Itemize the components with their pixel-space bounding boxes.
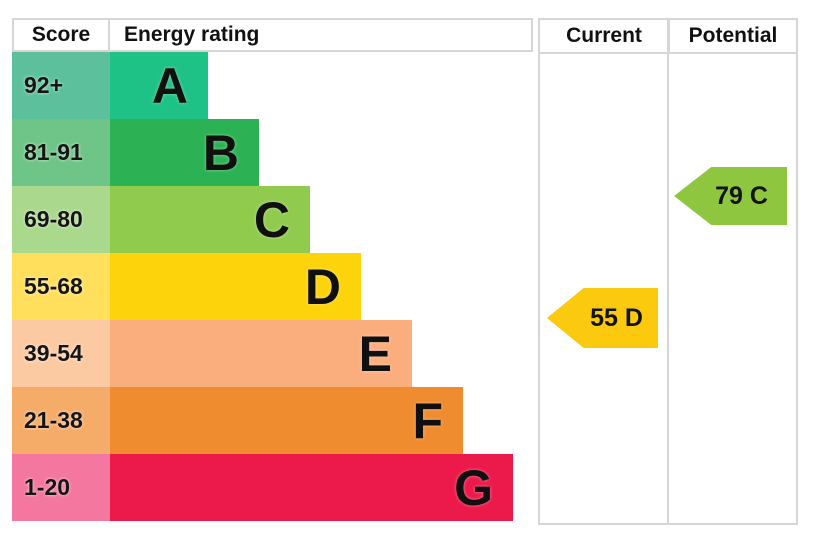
band-score-cell: 1-20 [12,454,110,521]
band-score-range: 39-54 [24,340,83,366]
band-bar: C [110,186,310,253]
band-row: 1-20 G [12,454,533,521]
band-row: 39-54 E [12,320,533,387]
band-letter: E [358,325,392,382]
band-score-range: 92+ [24,72,64,98]
band-row: 55-68 D [12,253,533,320]
band-score-range: 55-68 [24,273,83,299]
band-letter: F [412,392,443,449]
band-score-cell: 39-54 [12,320,110,387]
band-score-cell: 92+ [12,52,110,119]
potential-column-header: Potential [668,20,796,52]
score-column-header: Score [14,20,110,50]
band-letter: G [454,459,493,516]
band-score-cell: 81-91 [12,119,110,186]
energy-rating-column-header: Energy rating [124,23,260,46]
band-rows: 92+ A 81-91 B 69-80 C 55-68 D 39-54 [12,52,533,521]
band-letter: C [253,191,290,248]
band-row: 21-38 F [12,387,533,454]
band-score-cell: 69-80 [12,186,110,253]
bands-table-header: Score Energy rating [12,18,533,52]
band-bar: B [110,119,259,186]
band-bar: E [110,320,412,387]
band-score-range: 69-80 [24,206,83,232]
band-row: 69-80 C [12,186,533,253]
band-bar: D [110,253,361,320]
band-letter: D [304,258,341,315]
band-score-range: 1-20 [24,474,71,500]
column-divider [667,20,669,523]
band-score-cell: 21-38 [12,387,110,454]
band-bar: G [110,454,513,521]
band-score-range: 21-38 [24,407,83,433]
current-column-header: Current [566,24,642,47]
band-score-cell: 55-68 [12,253,110,320]
rating-bands-table: Score Energy rating 92+ A 81-91 B 69-80 … [12,18,533,521]
band-row: 92+ A [12,52,533,119]
band-letter: B [202,124,239,181]
current-potential-table: Current Potential [538,18,798,525]
band-bar: F [110,387,463,454]
band-row: 81-91 B [12,119,533,186]
band-bar: A [110,52,208,119]
potential-rating-label: 79 C [715,181,768,210]
band-score-range: 81-91 [24,139,83,165]
band-letter: A [151,57,188,114]
current-rating-label: 55 D [590,303,643,332]
